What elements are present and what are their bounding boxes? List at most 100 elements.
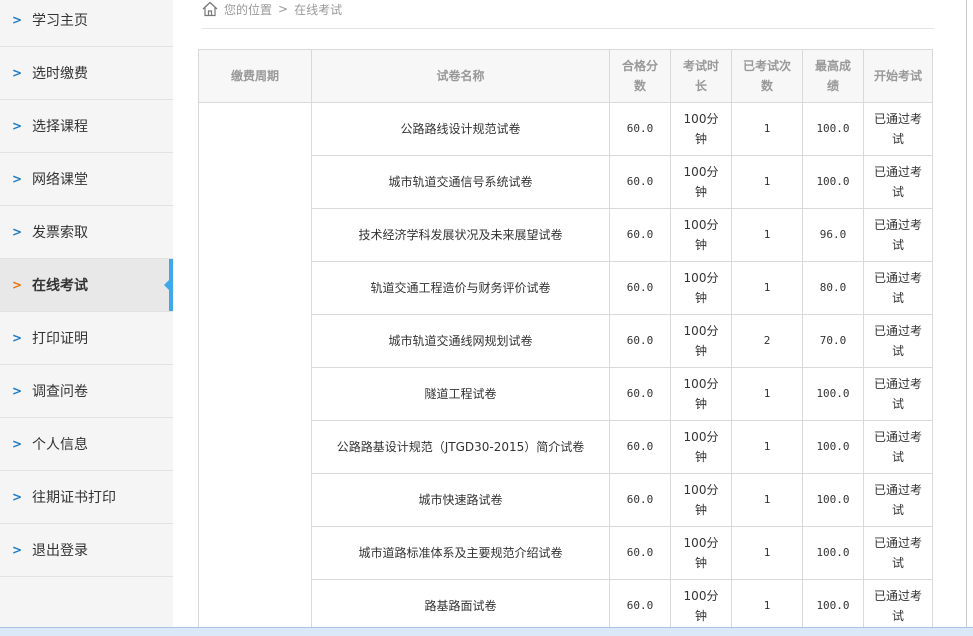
exam-status[interactable]: 已通过考试 — [863, 261, 933, 315]
sidebar-item-5[interactable]: > 在线考试 — [0, 259, 173, 312]
table-row: 公路路基设计规范（JTGD30-2015）简介试卷 60.0 100分钟 1 100.0… — [199, 420, 933, 474]
best-score: 100.0 — [802, 420, 864, 474]
best-score: 80.0 — [802, 261, 864, 315]
best-score: 100.0 — [802, 579, 864, 633]
best-score: 100.0 — [802, 526, 864, 580]
sidebar-item-8[interactable]: > 个人信息 — [0, 418, 173, 471]
exam-name: 公路路线设计规范试卷 — [311, 102, 610, 156]
duration: 100分钟 — [670, 579, 732, 633]
column-header: 开始考试 — [863, 49, 933, 103]
exam-name: 公路路基设计规范（JTGD30-2015）简介试卷 — [311, 420, 610, 474]
attempts: 2 — [731, 314, 803, 368]
pass-score: 60.0 — [609, 208, 671, 262]
attempts: 1 — [731, 420, 803, 474]
sidebar-item-label: 在线考试 — [32, 278, 88, 294]
chevron-right-icon: > — [12, 172, 23, 186]
exam-name: 隧道工程试卷 — [311, 367, 610, 421]
duration: 100分钟 — [670, 367, 732, 421]
column-header: 试卷名称 — [311, 49, 610, 103]
attempts: 1 — [731, 155, 803, 209]
attempts: 1 — [731, 367, 803, 421]
attempts: 1 — [731, 208, 803, 262]
pass-score: 60.0 — [609, 102, 671, 156]
table-row: 公路路线设计规范试卷 60.0 100分钟 1 100.0 已通过考试 — [198, 102, 933, 633]
duration: 100分钟 — [670, 261, 732, 315]
attempts: 1 — [731, 102, 803, 156]
attempts: 1 — [731, 526, 803, 580]
sidebar-item-9[interactable]: > 往期证书打印 — [0, 471, 173, 524]
sidebar-item-0[interactable]: > 学习主页 — [0, 0, 173, 47]
sidebar-item-6[interactable]: > 打印证明 — [0, 312, 173, 365]
pass-score: 60.0 — [609, 526, 671, 580]
sidebar-item-label: 选时缴费 — [32, 66, 88, 82]
column-header: 缴费周期 — [198, 49, 312, 103]
attempts: 1 — [731, 579, 803, 633]
pass-score: 60.0 — [609, 367, 671, 421]
exam-name: 城市快速路试卷 — [311, 473, 610, 527]
sidebar-item-10[interactable]: > 退出登录 — [0, 524, 173, 577]
best-score: 100.0 — [802, 367, 864, 421]
attempts: 1 — [731, 473, 803, 527]
duration: 100分钟 — [670, 420, 732, 474]
table-row: 隧道工程试卷 60.0 100分钟 1 100.0 已通过考试 — [199, 367, 933, 421]
pass-score: 60.0 — [609, 420, 671, 474]
sidebar-item-2[interactable]: > 选择课程 — [0, 100, 173, 153]
sidebar-item-3[interactable]: > 网络课堂 — [0, 153, 173, 206]
exam-name: 路基路面试卷 — [311, 579, 610, 633]
breadcrumb-separator: > — [278, 2, 289, 16]
best-score: 96.0 — [802, 208, 864, 262]
exam-status[interactable]: 已通过考试 — [863, 526, 933, 580]
breadcrumb-current: 在线考试 — [294, 2, 343, 17]
chevron-right-icon: > — [12, 490, 23, 504]
table-row: 城市道路标准体系及主要规范介绍试卷 60.0 100分钟 1 100.0 已通过考试 — [199, 526, 933, 580]
sidebar-item-label: 打印证明 — [32, 331, 88, 347]
exam-name: 轨道交通工程造价与财务评价试卷 — [311, 261, 610, 315]
exam-name: 城市轨道交通线网规划试卷 — [311, 314, 610, 368]
pass-score: 60.0 — [609, 261, 671, 315]
best-score: 100.0 — [802, 102, 864, 156]
chevron-right-icon: > — [12, 437, 23, 451]
column-header: 考试时长 — [670, 49, 732, 103]
exam-name: 技术经济学科发展状况及未来展望试卷 — [311, 208, 610, 262]
sidebar-item-label: 学习主页 — [32, 13, 88, 29]
home-icon[interactable] — [202, 1, 218, 17]
sidebar-item-label: 网络课堂 — [32, 172, 88, 188]
sidebar: > 学习主页 > 选时缴费 > 选择课程 > 网络课堂 > 发票索取 > 在线考试 > 打印证明 > 调查问卷… — [0, 0, 173, 636]
chevron-right-icon: > — [12, 225, 23, 239]
exam-status[interactable]: 已通过考试 — [863, 367, 933, 421]
exam-status[interactable]: 已通过考试 — [863, 102, 933, 156]
chevron-right-icon: > — [12, 119, 23, 133]
sidebar-item-label: 调查问卷 — [32, 384, 88, 400]
duration: 100分钟 — [670, 155, 732, 209]
breadcrumb: 您的位置 > 在线考试 — [202, 0, 934, 29]
chevron-right-icon: > — [12, 278, 23, 292]
sidebar-item-4[interactable]: > 发票索取 — [0, 206, 173, 259]
exam-status[interactable]: 已通过考试 — [863, 473, 933, 527]
sidebar-item-1[interactable]: > 选时缴费 — [0, 47, 173, 100]
exam-table: 缴费周期 试卷名称 合格分数 考试时长 已考试次数 最高成绩 开始考试 公路路线设计规范试卷… — [198, 49, 933, 633]
breadcrumb-prefix: 您的位置 — [224, 2, 273, 17]
sidebar-item-7[interactable]: > 调查问卷 — [0, 365, 173, 418]
chevron-right-icon: > — [12, 13, 23, 27]
duration: 100分钟 — [670, 102, 732, 156]
exam-status[interactable]: 已通过考试 — [863, 420, 933, 474]
best-score: 100.0 — [802, 155, 864, 209]
exam-name: 城市道路标准体系及主要规范介绍试卷 — [311, 526, 610, 580]
chevron-right-icon: > — [12, 543, 23, 557]
exam-status[interactable]: 已通过考试 — [863, 208, 933, 262]
sidebar-item-label: 发票索取 — [32, 225, 88, 241]
exam-status[interactable]: 已通过考试 — [863, 314, 933, 368]
duration: 100分钟 — [670, 526, 732, 580]
best-score: 100.0 — [802, 473, 864, 527]
table-row: 城市轨道交通信号系统试卷 60.0 100分钟 1 100.0 已通过考试 — [199, 155, 933, 209]
pass-score: 60.0 — [609, 314, 671, 368]
attempts: 1 — [731, 261, 803, 315]
exam-status[interactable]: 已通过考试 — [863, 155, 933, 209]
pass-score: 60.0 — [609, 579, 671, 633]
status-bar — [0, 627, 973, 636]
exam-status[interactable]: 已通过考试 — [863, 579, 933, 633]
chevron-right-icon: > — [12, 384, 23, 398]
exam-name: 城市轨道交通信号系统试卷 — [311, 155, 610, 209]
scrollbar-divider — [966, 0, 967, 628]
duration: 100分钟 — [670, 208, 732, 262]
